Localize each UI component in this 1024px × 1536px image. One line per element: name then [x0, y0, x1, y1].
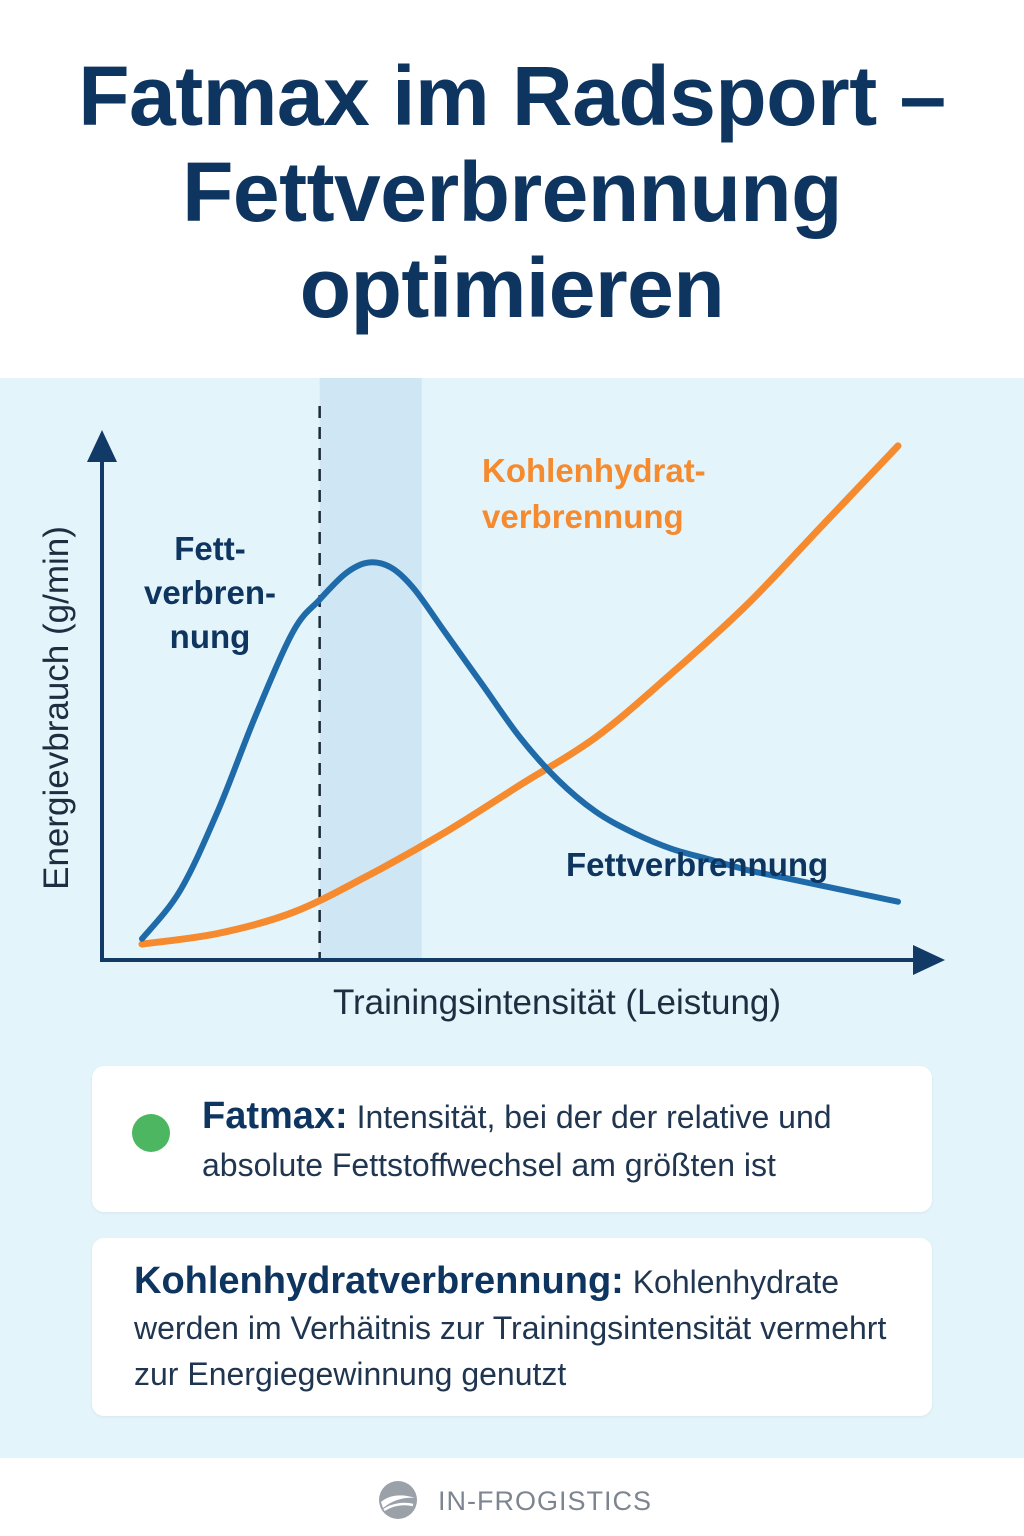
fatmax-dot-icon	[132, 1114, 170, 1152]
carb-label-2: verbrennung	[482, 498, 684, 535]
carb-series-line	[138, 442, 902, 948]
fat-series-line	[139, 559, 901, 942]
title-line-3: optimieren	[299, 241, 725, 335]
footer: IN-FROGISTICS	[0, 1458, 1024, 1536]
fatmax-term: Fatmax:	[202, 1095, 348, 1137]
fat-label-bottom: Fettverbrennung	[566, 846, 828, 883]
fatmax-definition-card: Fatmax: Intensität, bei der der relative…	[92, 1066, 932, 1212]
title-line-2: Fettverbrennung	[182, 145, 842, 239]
x-axis-label: Trainingsintensität (Leistung)	[333, 983, 781, 1022]
footer-brand: IN-FROGISTICS	[438, 1486, 652, 1516]
carb-definition: Kohlenhydratverbrennung: Kohlenhydrate w…	[134, 1258, 924, 1397]
fat-label-top-2: verbren-	[144, 574, 276, 611]
y-axis-arrow	[87, 430, 117, 462]
fatmax-definition: Fatmax: Intensität, bei der der relative…	[202, 1092, 912, 1189]
x-axis-arrow	[913, 945, 945, 975]
carb-term: Kohlenhydratverbrennung:	[134, 1260, 624, 1302]
carb-description: Kohlenhydrate werden im Verhäitnis zur T…	[134, 1264, 887, 1392]
carb-definition-card: Kohlenhydratverbrennung: Kohlenhydrate w…	[92, 1238, 932, 1416]
fatmax-zone-band	[319, 378, 422, 960]
title-line-1: Fatmax im Radsport –	[78, 49, 946, 143]
y-axis-label: Energievbrauch (g/min)	[37, 526, 76, 890]
fatmax-chart: Fett- verbren- nung Kohlenhydrat- verbre…	[37, 378, 945, 1022]
fatmax-description: Intensität, bei der der relative und abs…	[202, 1099, 832, 1183]
fat-label-top-1: Fett-	[174, 530, 245, 567]
carb-label-1: Kohlenhydrat-	[482, 452, 706, 489]
page-title: Fatmax im Radsport – Fettverbrennung opt…	[0, 48, 1024, 336]
fat-label-top-3: nung	[170, 618, 251, 655]
frog-swoosh-logo-icon	[379, 1481, 417, 1519]
